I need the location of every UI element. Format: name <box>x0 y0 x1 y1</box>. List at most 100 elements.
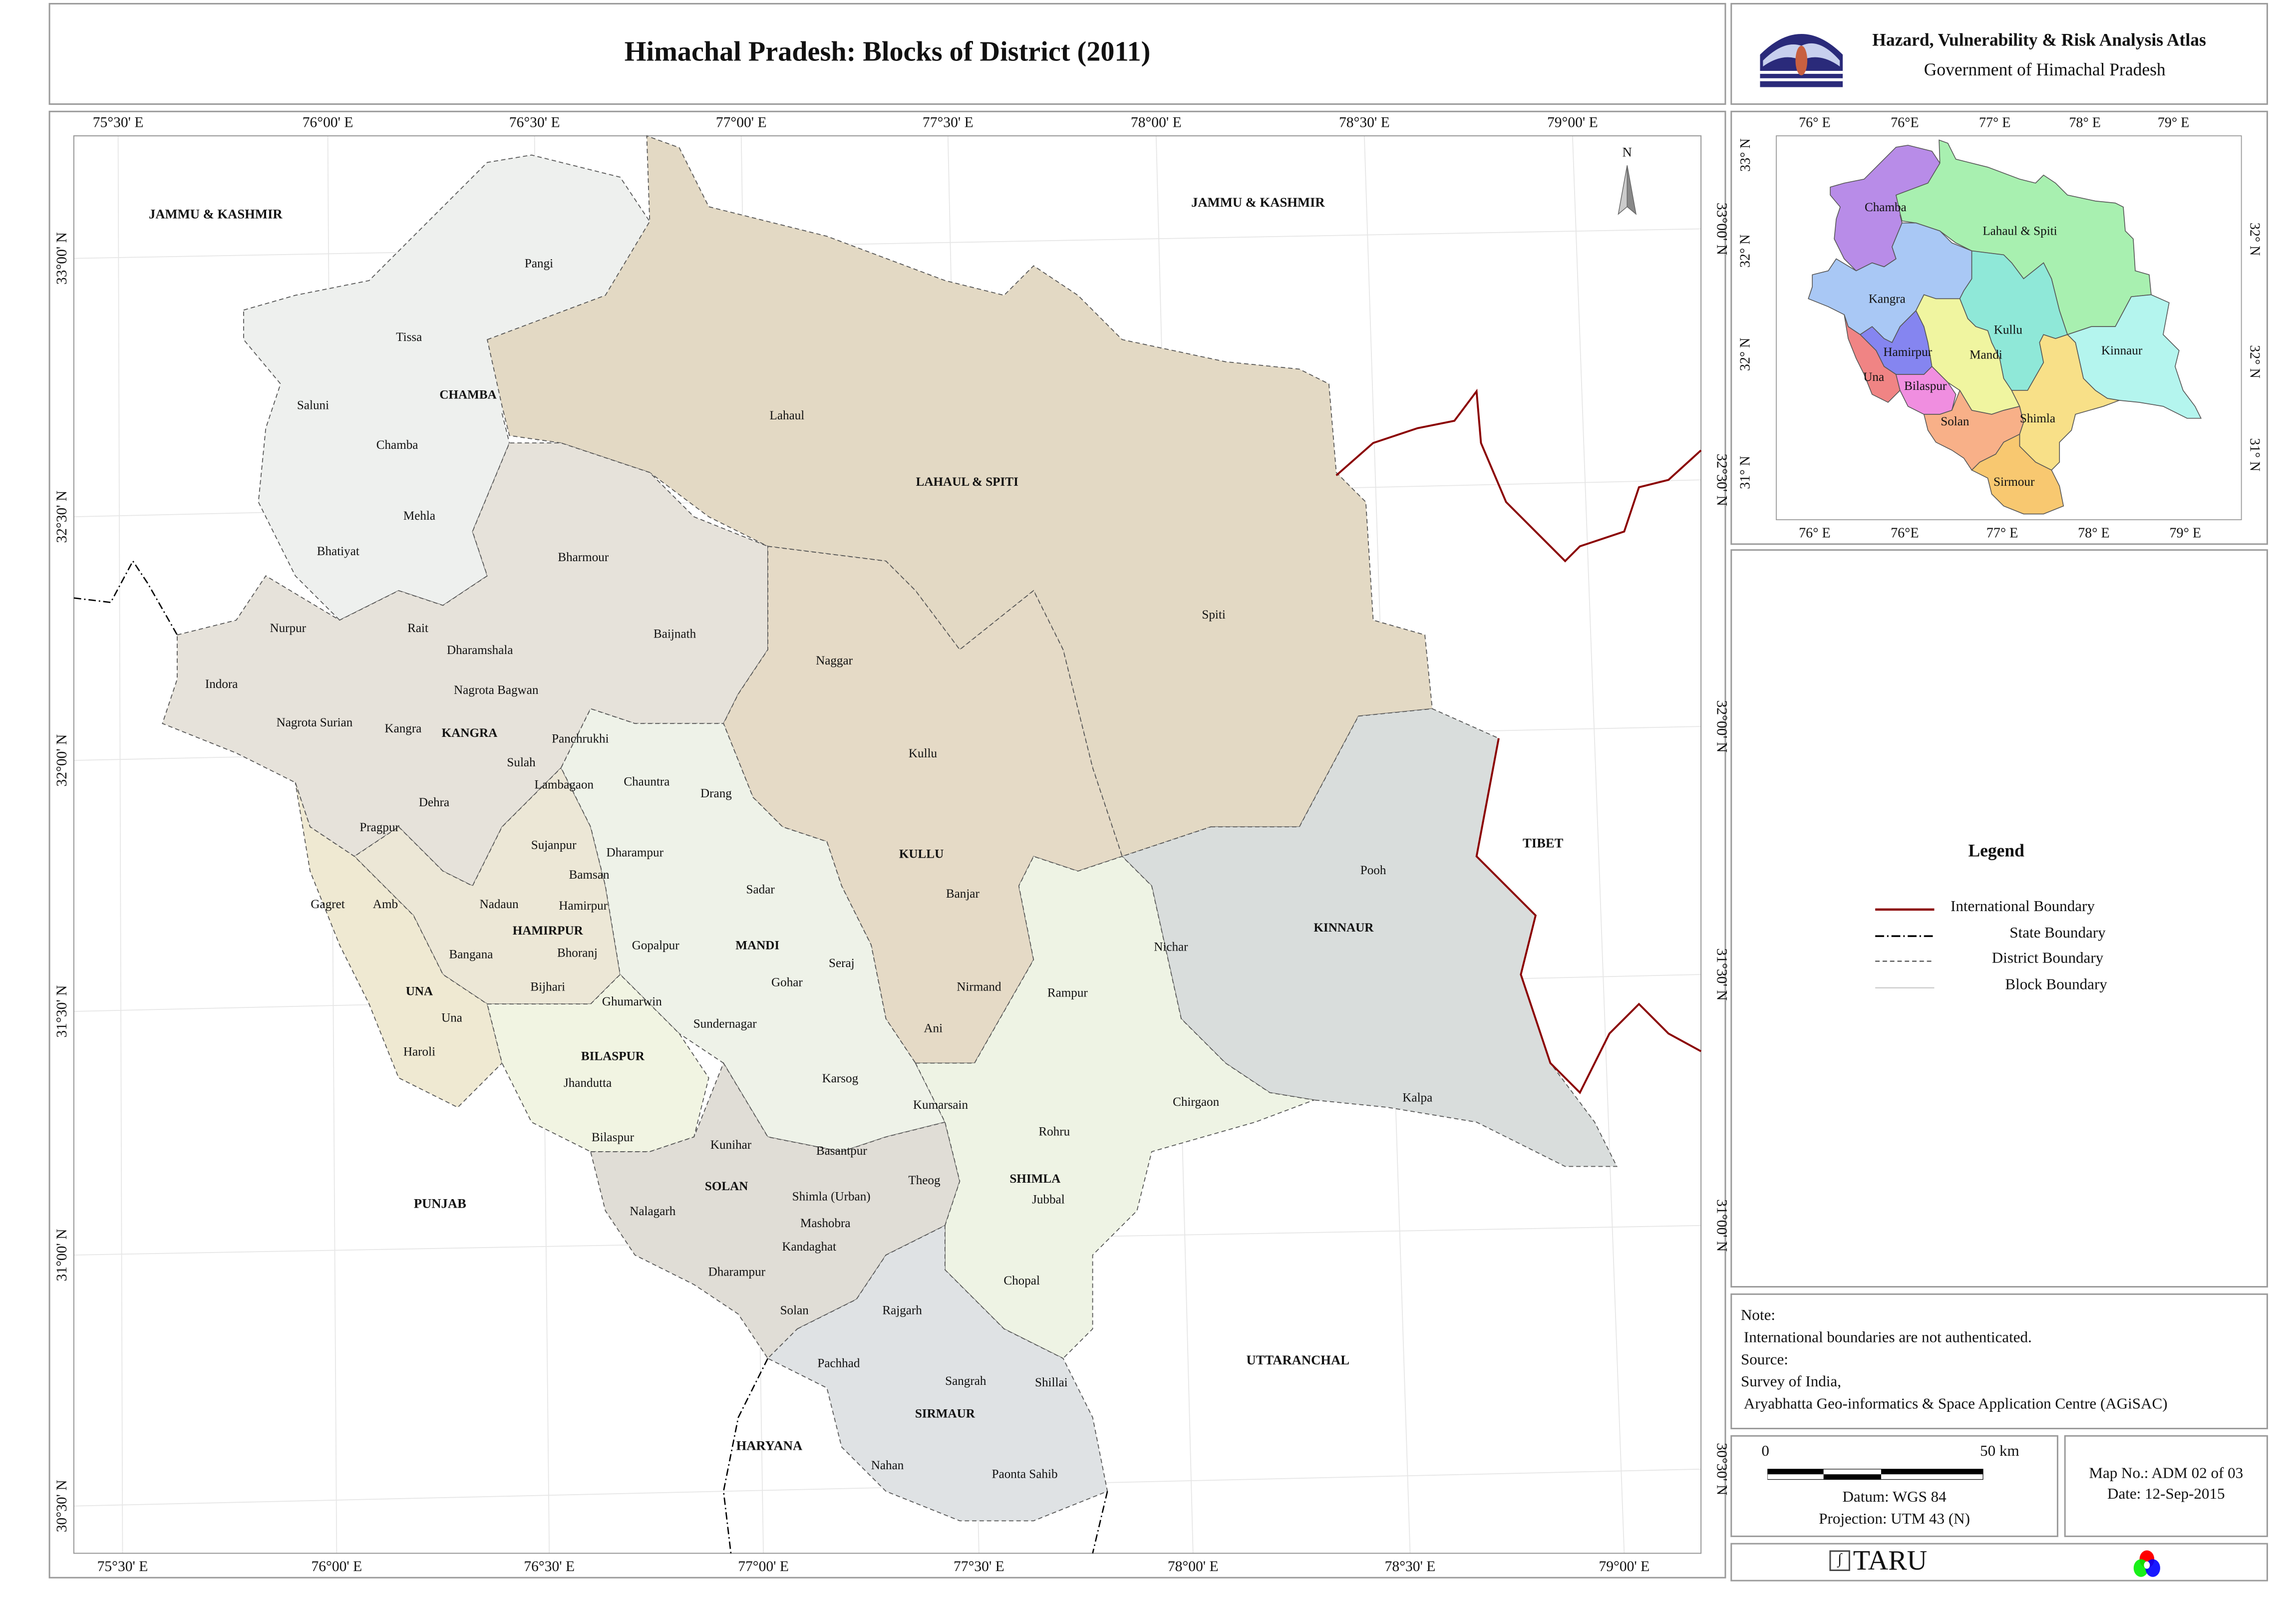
district-label: SHIMLA <box>1009 1172 1060 1186</box>
lon-tick-bottom: 77°30' E <box>954 1559 1004 1575</box>
inset-tick-right: 32° N <box>2247 223 2262 256</box>
lat-tick-right: 31°30' N <box>1714 949 1730 1001</box>
block-label: Mashobra <box>800 1217 850 1230</box>
district-kinnaur[interactable] <box>1121 708 1618 1167</box>
map-info-box: Map No.: ADM 02 of 03 Date: 12-Sep-2015 <box>2064 1435 2268 1537</box>
government-name: Government of Himachal Pradesh <box>1924 59 2166 80</box>
lon-tick-bottom: 75°30' E <box>97 1559 148 1575</box>
block-labels: Pangi Tissa Saluni Chamba Mehla Bhatiyat Bharm… <box>205 257 1432 1481</box>
inset-district-bilaspur <box>1895 365 1957 415</box>
lat-tick-right: 32°30' N <box>1714 454 1730 506</box>
inset-district-label: Hamirpur <box>1883 345 1932 359</box>
district-sirmaur[interactable] <box>767 1225 1108 1522</box>
inset-tick-left: 33° N <box>1738 138 1753 172</box>
projection: Projection: UTM 43 (N) <box>1819 1512 1970 1529</box>
block-label: Bhoranj <box>557 947 598 960</box>
inset-district-label: Bilaspur <box>1904 379 1947 393</box>
inset-tick-top: 78° E <box>2069 115 2100 130</box>
lat-tick-left: 32°30' N <box>54 491 70 543</box>
neighbour-label: UTTARANCHAL <box>1246 1352 1349 1367</box>
inset-tick-top: 76°E <box>1891 115 1919 130</box>
block-label: Spiti <box>1202 608 1225 622</box>
inset-tick-right: 32° N <box>2247 345 2262 378</box>
inset-district-label: Mandi <box>1969 348 2002 362</box>
inset-tick-top: 79° E <box>2158 115 2189 130</box>
block-label: Jhandutta <box>564 1076 612 1090</box>
lon-tick-bottom: 76°00' E <box>311 1559 362 1575</box>
block-label: Chirgaon <box>1173 1095 1219 1109</box>
block-label: Sujanpur <box>531 839 577 852</box>
block-label: Chopal <box>1003 1274 1040 1288</box>
block-label: Bhatiyat <box>317 545 359 558</box>
block-label: Pooh <box>1360 864 1386 877</box>
block-label: Kalpa <box>1402 1091 1432 1104</box>
block-label: Saluni <box>297 398 329 412</box>
map-number: Map No.: ADM 02 of 03 <box>2089 1466 2244 1483</box>
block-label: Bharmour <box>558 551 609 564</box>
block-label: Amb <box>373 898 398 911</box>
block-label: Solan <box>780 1303 809 1317</box>
lon-tick-bottom: 78°00' E <box>1168 1559 1219 1575</box>
international-boundary-east <box>1475 738 1702 1094</box>
footer-logos: ∫ TARU <box>1730 1543 2268 1582</box>
district-label: BILASPUR <box>581 1050 645 1063</box>
block-label: Kandaghat <box>782 1240 836 1254</box>
block-label: Shillai <box>1035 1376 1068 1389</box>
block-label: Jubbal <box>1032 1193 1065 1206</box>
international-boundary-north <box>1335 388 1702 563</box>
neighbour-label: PUNJAB <box>414 1196 466 1211</box>
district-label: KANGRA <box>442 726 498 740</box>
block-label: Gagret <box>311 898 344 911</box>
legend-symbols <box>1875 908 1935 988</box>
legend-item-block: Block Boundary <box>2005 977 2107 994</box>
inset-tick-left: 32° N <box>1738 234 1753 268</box>
district-label: KINNAUR <box>1313 921 1374 935</box>
block-label: Rajgarh <box>882 1303 922 1317</box>
inset-district-label: Una <box>1863 370 1884 384</box>
inset-district-label: Lahaul & Spiti <box>1982 224 2057 238</box>
page-title: Himachal Pradesh: Blocks of District (20… <box>624 36 1151 68</box>
block-label: Rait <box>407 622 428 635</box>
block-label: Nalagarh <box>630 1205 676 1218</box>
block-label: Kumarsain <box>913 1098 969 1112</box>
legend-item-state: State Boundary <box>2009 926 2106 942</box>
legend-item-district: District Boundary <box>1991 951 2104 968</box>
lat-tick-right: 30°30' N <box>1714 1443 1730 1495</box>
block-label: Pachhad <box>817 1357 860 1370</box>
district-chamba[interactable] <box>243 154 651 621</box>
block-label: Nurpur <box>270 622 306 635</box>
lon-tick-top: 76°30' E <box>509 114 560 130</box>
block-label: Gopalpur <box>632 939 680 953</box>
lon-tick-top: 78°00' E <box>1131 114 1182 130</box>
atlas-header: Hazard, Vulnerability & Risk Analysis At… <box>1730 2 2268 105</box>
block-label: Chauntra <box>624 775 669 788</box>
map-date: Date: 12-Sep-2015 <box>2107 1487 2225 1503</box>
lon-tick-bottom: 78°30' E <box>1385 1559 1436 1575</box>
block-label: Dharampur <box>607 846 664 859</box>
block-label: Naggar <box>816 654 853 667</box>
neighbour-label: JAMMU & KASHMIR <box>149 207 283 222</box>
notes-box: Note: International boundaries are not a… <box>1730 1293 2268 1429</box>
lon-tick-top: 79°00' E <box>1547 114 1598 130</box>
scale-start: 0 <box>1761 1444 1769 1461</box>
block-label: Nagrota Bagwan <box>454 683 539 697</box>
lon-tick-top: 78°30' E <box>1339 114 1390 130</box>
block-label: Dharampur <box>708 1265 766 1279</box>
block-label: Bijhari <box>530 980 565 994</box>
block-label: Basantpur <box>816 1144 868 1158</box>
block-label: Mehla <box>403 509 435 523</box>
district-label: CHAMBA <box>439 388 496 402</box>
district-bilaspur[interactable] <box>486 973 709 1152</box>
block-label: Hamirpur <box>559 899 608 913</box>
taru-logo-text: TARU <box>1853 1546 1928 1577</box>
district-label: SOLAN <box>705 1180 748 1193</box>
block-label: Sadar <box>746 883 775 896</box>
district-label: KULLU <box>899 847 944 861</box>
inset-district-label: Shimla <box>2020 412 2055 425</box>
lon-tick-top: 75°30' E <box>93 114 144 130</box>
block-label: Haroli <box>403 1045 435 1059</box>
block-label: Bamsan <box>569 868 610 882</box>
block-label: Chamba <box>376 438 418 452</box>
